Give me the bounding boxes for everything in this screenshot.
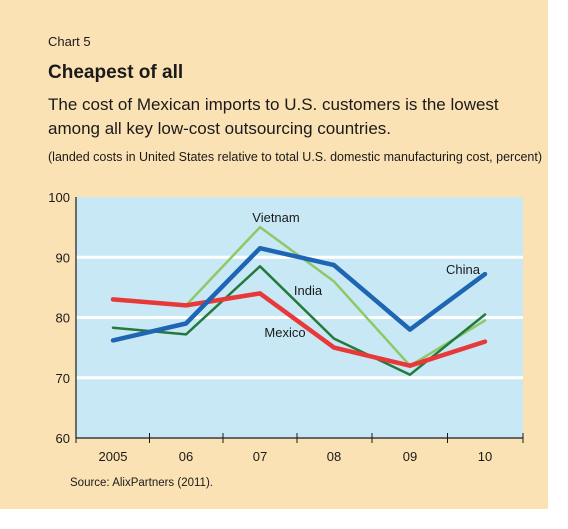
chart-title: Cheapest of all [48, 62, 184, 83]
x-tick-label-2005: 2005 [99, 449, 128, 464]
y-tick-label-90: 90 [56, 250, 70, 265]
chart-subtitle: The cost of Mexican imports to U.S. cust… [48, 95, 499, 138]
series-label-vietnam: Vietnam [252, 210, 299, 225]
series-label-india: India [294, 283, 323, 298]
source-note: Source: AlixPartners (2011). [70, 477, 213, 489]
y-tick-label-70: 70 [56, 371, 70, 386]
series-label-mexico: Mexico [264, 325, 305, 340]
series-line-vietnam [184, 225, 487, 367]
x-tick-label-09: 09 [403, 449, 417, 464]
y-tick-label-100: 100 [48, 190, 70, 205]
x-tick-label-06: 06 [179, 449, 193, 464]
series-line-india [111, 265, 487, 376]
y-tick-label-60: 60 [56, 431, 70, 446]
series-label-china: China [446, 262, 481, 277]
series-line-china [110, 245, 488, 343]
y-tick-label-80: 80 [56, 311, 70, 326]
x-tick-label-10: 10 [478, 449, 492, 464]
chart-note: (landed costs in United States relative … [48, 150, 542, 164]
x-tick-label-08: 08 [327, 449, 341, 464]
chart-number: Chart 5 [48, 34, 91, 49]
series-line-mexico [110, 291, 488, 368]
x-tick-label-07: 07 [253, 449, 267, 464]
